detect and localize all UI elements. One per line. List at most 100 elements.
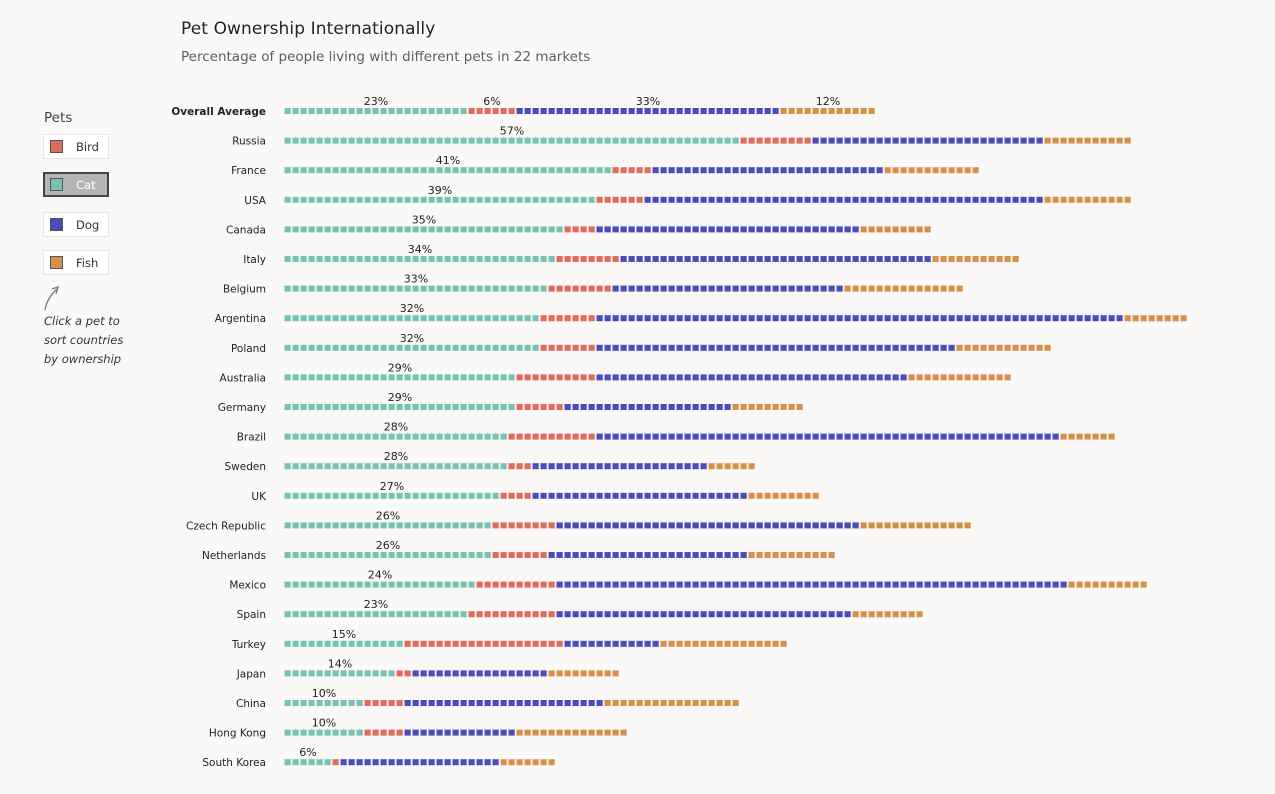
bird-segment xyxy=(492,552,548,558)
bird-segment xyxy=(564,226,596,233)
value-label-cat: 23% xyxy=(364,598,388,611)
row-label: Turkey xyxy=(231,639,266,651)
value-label-cat: 39% xyxy=(428,184,452,197)
legend-button-fish[interactable]: Fish xyxy=(43,250,109,275)
cat-segment xyxy=(284,729,364,736)
value-label-bird: 6% xyxy=(483,95,500,108)
dog-segment xyxy=(564,640,660,647)
value-label-cat: 23% xyxy=(364,95,388,108)
row-label: Australia xyxy=(220,372,266,384)
cat-segment xyxy=(284,522,492,529)
fish-segment xyxy=(884,167,980,174)
value-label-cat: 29% xyxy=(388,391,412,404)
dog-segment xyxy=(556,581,1068,588)
dog-segment xyxy=(652,167,884,174)
fish-segment xyxy=(852,611,924,618)
fish-swatch-icon xyxy=(50,256,63,269)
bird-segment xyxy=(540,315,596,322)
cat-segment xyxy=(284,700,364,706)
row-label: Germany xyxy=(218,402,266,414)
dog-segment xyxy=(596,374,908,381)
dog-segment xyxy=(564,404,732,410)
chart-row-netherlands: Netherlands 26% xyxy=(202,539,836,562)
value-label-cat: 35% xyxy=(412,213,436,226)
row-label: Argentina xyxy=(215,313,266,325)
fish-segment xyxy=(548,670,620,677)
curved-arrow-icon xyxy=(44,285,59,311)
legend-button-cat[interactable]: Cat xyxy=(43,172,109,197)
cat-segment xyxy=(284,137,740,144)
cat-segment xyxy=(284,226,564,233)
fish-segment xyxy=(748,492,820,499)
chart-row-belgium: Belgium 33% xyxy=(223,273,964,296)
chart-row-czech-republic: Czech Republic 26% xyxy=(186,509,972,532)
bird-segment xyxy=(612,167,652,174)
fish-segment xyxy=(516,729,628,736)
bird-segment xyxy=(500,492,532,499)
value-label-cat: 10% xyxy=(312,717,336,730)
row-label: Brazil xyxy=(237,432,266,444)
fish-segment xyxy=(660,640,788,647)
chart-row-mexico: Mexico 24% xyxy=(229,569,1148,592)
value-label-cat: 28% xyxy=(384,450,408,463)
legend-button-dog[interactable]: Dog xyxy=(43,212,109,237)
cat-segment xyxy=(284,433,508,440)
cat-segment xyxy=(284,670,396,677)
bird-segment xyxy=(364,700,404,706)
cat-segment xyxy=(284,285,548,292)
bird-segment xyxy=(404,640,564,647)
dog-segment xyxy=(532,463,708,470)
chart-row-turkey: Turkey 15% xyxy=(231,628,788,651)
legend-button-bird[interactable]: Bird xyxy=(43,134,109,159)
row-label: Russia xyxy=(232,136,266,148)
value-label-cat: 57% xyxy=(500,125,524,138)
dog-segment xyxy=(620,256,932,262)
row-label: China xyxy=(236,698,266,710)
chart-row-overall-average: Overall Average 23% 6% 33% 12% xyxy=(171,95,876,118)
fish-segment xyxy=(860,522,972,529)
dog-segment xyxy=(596,344,956,351)
row-label: Belgium xyxy=(223,284,266,296)
value-label-fish: 12% xyxy=(816,95,840,108)
fish-segment xyxy=(780,108,876,114)
row-label: Mexico xyxy=(229,580,266,592)
legend-label-dog: Dog xyxy=(76,217,100,232)
dog-segment xyxy=(556,522,860,529)
cat-segment xyxy=(284,196,596,203)
fish-segment xyxy=(1044,137,1132,144)
bird-segment xyxy=(516,374,596,381)
value-label-cat: 10% xyxy=(312,687,336,700)
chart-row-south-korea: South Korea 6% xyxy=(202,746,556,769)
dog-segment xyxy=(404,700,604,706)
bird-segment xyxy=(540,344,596,351)
value-label-cat: 32% xyxy=(400,302,424,315)
fish-segment xyxy=(1044,196,1132,203)
cat-segment xyxy=(284,640,404,647)
fish-segment xyxy=(844,285,964,292)
cat-segment xyxy=(284,374,516,381)
row-label: Italy xyxy=(243,254,266,266)
dog-segment xyxy=(532,492,748,499)
dog-segment xyxy=(404,729,516,736)
row-label: UK xyxy=(251,491,267,503)
bird-segment xyxy=(468,108,516,114)
cat-segment xyxy=(284,759,332,766)
dog-segment xyxy=(516,108,780,114)
fish-segment xyxy=(860,226,932,233)
cat-segment xyxy=(284,344,540,351)
bird-segment xyxy=(508,433,596,440)
chart-row-hong-kong: Hong Kong 10% xyxy=(209,717,628,740)
chart-row-sweden: Sweden 28% xyxy=(225,450,756,473)
row-label: Czech Republic xyxy=(186,520,266,532)
dog-segment xyxy=(412,670,548,677)
row-label: Spain xyxy=(237,609,266,621)
bird-segment xyxy=(332,759,340,766)
chart-row-brazil: Brazil 28% xyxy=(237,421,1116,444)
cat-swatch-icon xyxy=(50,178,63,191)
chart-row-spain: Spain 23% xyxy=(237,598,924,621)
dog-segment xyxy=(596,315,1124,322)
value-label-dog: 33% xyxy=(636,95,660,108)
cat-segment xyxy=(284,108,468,114)
dog-segment xyxy=(596,433,1060,440)
